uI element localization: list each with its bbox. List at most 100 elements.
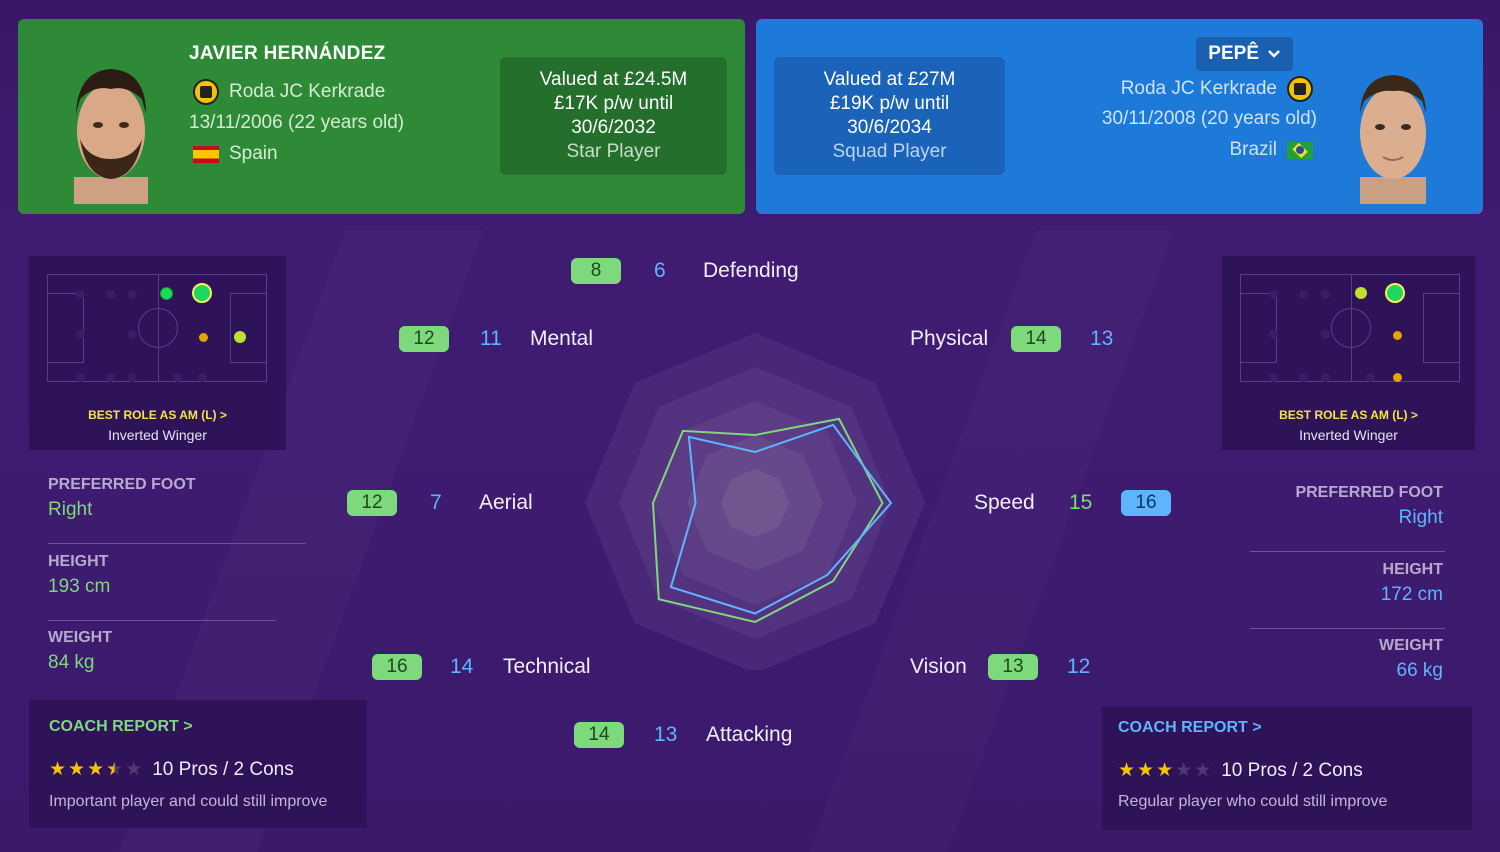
coach-report-link[interactable]: COACH REPORT > <box>1118 719 1262 736</box>
left-player-nation: Spain <box>193 143 278 165</box>
left-contract-end: 30/6/2032 <box>571 117 656 138</box>
right-player-dob: 30/11/2008 (20 years old) <box>1101 108 1317 129</box>
left-coach-report[interactable]: COACH REPORT > ★ ★ ★ ★ ★ 10 Pros / 2 Con… <box>29 700 367 828</box>
left-best-role-panel[interactable]: BEST ROLE AS AM (L) > Inverted Winger <box>29 256 286 450</box>
coach-report-link[interactable]: COACH REPORT > <box>49 718 193 735</box>
speed-label: Speed <box>974 491 1035 514</box>
attribute-radar-chart <box>585 333 925 670</box>
club-badge-icon <box>1287 76 1313 102</box>
left-pitch-diagram <box>47 274 267 382</box>
right-player-select-button[interactable]: PEPÊ <box>1196 37 1293 71</box>
left-player-radar-polygon <box>651 417 884 624</box>
right-value: Valued at £27M <box>823 69 956 90</box>
half-star-icon: ★ <box>106 759 124 780</box>
role-dot-fair <box>1355 287 1367 299</box>
role-dot-ok <box>1393 331 1402 340</box>
right-player-avatar <box>1360 75 1426 204</box>
right-contract-end: 30/6/2034 <box>847 117 932 138</box>
left-player-club[interactable]: Roda JC Kerkrade <box>193 79 385 105</box>
attacking-left-value: 14 <box>574 722 624 748</box>
physical-label: Physical <box>910 327 989 350</box>
height-label: HEIGHT <box>1382 561 1443 578</box>
empty-star-icon: ★ <box>1175 760 1193 781</box>
right-player-nation: Brazil <box>1229 139 1313 161</box>
right-pitch-diagram <box>1240 274 1460 382</box>
right-wage: £19K p/w until <box>829 93 950 114</box>
right-squad-status: Squad Player <box>832 141 947 162</box>
left-player-avatar <box>74 69 148 204</box>
vision-left-value: 13 <box>988 654 1038 680</box>
physical-left-value: 14 <box>1011 326 1061 352</box>
mental-label: Mental <box>530 327 594 350</box>
attacking-right-value: 13 <box>654 723 678 746</box>
chevron-down-icon <box>1268 50 1280 58</box>
role-dot-ok <box>1393 373 1402 382</box>
mental-left-value: 12 <box>399 326 449 352</box>
spain-flag-icon <box>193 145 219 163</box>
left-player-dob: 13/11/2006 (22 years old) <box>189 112 405 133</box>
left-best-role-link[interactable]: BEST ROLE AS AM (L) > <box>88 408 227 422</box>
left-squad-status: Star Player <box>566 141 661 162</box>
aerial-right-value: 7 <box>430 491 442 514</box>
role-dot-best <box>1385 283 1405 303</box>
star-icon: ★ <box>68 759 86 780</box>
defending-left-value: 8 <box>571 258 621 284</box>
radar-ring <box>721 469 789 537</box>
weight-label: WEIGHT <box>1379 637 1443 654</box>
weight-value: 66 kg <box>1396 660 1443 681</box>
empty-star-icon: ★ <box>125 759 143 780</box>
height-label: HEIGHT <box>48 553 109 570</box>
preferred-foot-value: Right <box>1398 507 1443 528</box>
vision-right-value: 12 <box>1067 655 1091 678</box>
right-player-name: PEPÊ <box>1208 43 1259 64</box>
left-player-value-box: Valued at £24.5M £17K p/w until 30/6/203… <box>500 57 727 175</box>
technical-label: Technical <box>503 655 591 678</box>
physical-right-value: 13 <box>1090 327 1114 350</box>
left-best-role: Inverted Winger <box>108 427 207 443</box>
height-value: 172 cm <box>1380 584 1443 605</box>
right-best-role-panel[interactable]: BEST ROLE AS AM (L) > Inverted Winger <box>1222 256 1475 450</box>
club-badge-icon <box>193 79 219 105</box>
star-icon: ★ <box>1118 760 1136 781</box>
height-value: 193 cm <box>48 576 111 597</box>
right-best-role-link[interactable]: BEST ROLE AS AM (L) > <box>1279 408 1418 422</box>
aerial-left-value: 12 <box>347 490 397 516</box>
left-player-name: JAVIER HERNÁNDEZ <box>189 43 386 64</box>
divider <box>48 543 306 544</box>
coach-report-summary: Important player and could still improve <box>49 793 328 810</box>
coach-stars: ★ ★ ★ ★ ★ 10 Pros / 2 Cons <box>1118 759 1363 782</box>
attacking-label: Attacking <box>706 723 793 746</box>
right-player-card[interactable]: Valued at £27M £19K p/w until 30/6/2034 … <box>756 19 1483 214</box>
pros-cons: 10 Pros / 2 Cons <box>1221 759 1363 781</box>
defending-label: Defending <box>703 259 799 282</box>
star-icon: ★ <box>49 759 67 780</box>
right-coach-report[interactable]: COACH REPORT > ★ ★ ★ ★ ★ 10 Pros / 2 Con… <box>1102 707 1472 830</box>
coach-report-summary: Regular player who could still improve <box>1118 793 1388 810</box>
left-wage: £17K p/w until <box>553 93 674 114</box>
divider <box>1250 628 1445 629</box>
role-dot-fair <box>234 331 246 343</box>
right-player-club[interactable]: Roda JC Kerkrade <box>1121 76 1313 102</box>
speed-right-value: 16 <box>1121 490 1171 516</box>
defending-right-value: 6 <box>654 259 666 282</box>
right-player-radar-polygon <box>669 423 893 615</box>
star-icon: ★ <box>87 759 105 780</box>
preferred-foot-value: Right <box>48 499 93 520</box>
right-player-value-box: Valued at £27M £19K p/w until 30/6/2034 … <box>774 57 1005 175</box>
weight-label: WEIGHT <box>48 629 112 646</box>
preferred-foot-label: PREFERRED FOOT <box>48 476 196 493</box>
role-dot-best <box>192 283 212 303</box>
speed-left-value: 15 <box>1069 491 1093 514</box>
technical-right-value: 14 <box>450 655 474 678</box>
divider <box>1250 551 1445 552</box>
pros-cons: 10 Pros / 2 Cons <box>152 758 294 780</box>
role-dot-ok <box>199 333 208 342</box>
divider <box>48 620 276 621</box>
mental-right-value: 11 <box>480 327 502 350</box>
vision-label: Vision <box>910 655 967 678</box>
left-player-card[interactable]: JAVIER HERNÁNDEZ Roda JC Kerkrade 13/11/… <box>18 19 745 214</box>
left-value: Valued at £24.5M <box>539 69 688 90</box>
coach-stars: ★ ★ ★ ★ ★ 10 Pros / 2 Cons <box>49 758 294 781</box>
technical-left-value: 16 <box>372 654 422 680</box>
aerial-label: Aerial <box>479 491 533 514</box>
